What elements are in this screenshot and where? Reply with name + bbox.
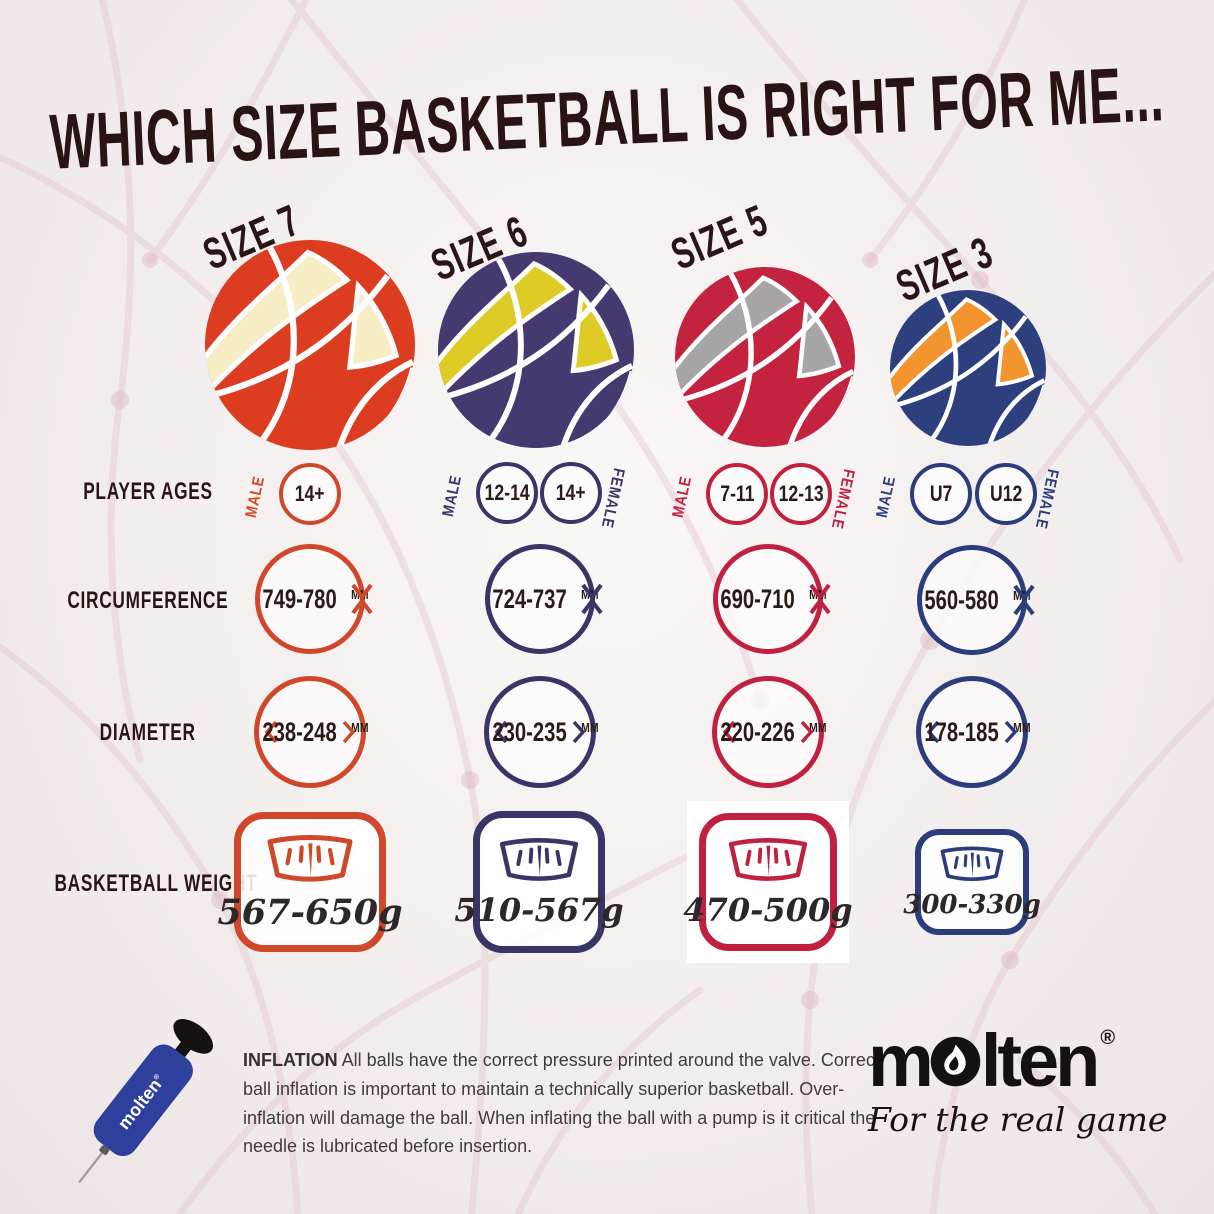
- row-label-circumference: CIRCUMFERENCE: [66, 587, 229, 614]
- flame-icon: [930, 1036, 981, 1087]
- row-label-diameter: DIAMETER: [99, 719, 196, 746]
- diameter-circle: 178-185 MM: [916, 676, 1030, 788]
- logo-text-right: lten: [980, 1019, 1101, 1102]
- scale-icon: [499, 838, 579, 881]
- logo-reg-mark: ®: [1100, 1027, 1116, 1049]
- basketball-size-3-icon: [890, 290, 1046, 446]
- age-circle: 14+: [540, 462, 602, 524]
- wrap-arrow-icon: [1013, 584, 1035, 616]
- logo-tagline: For the real game: [868, 1100, 1168, 1139]
- inflation-note: INFLATION All balls have the correct pre…: [243, 1046, 891, 1161]
- wrap-arrow-icon: [809, 583, 831, 615]
- diameter-circle: 230-235 MM: [484, 676, 598, 788]
- weight-value: 300-330g: [903, 890, 1041, 920]
- left-arrow-icon: [264, 720, 278, 744]
- age-circle: 12-14: [476, 462, 538, 524]
- diameter-circle: 220-226 MM: [712, 676, 826, 788]
- weight-box: 567-650g: [217, 812, 403, 952]
- weight-box: 470-500g: [683, 813, 853, 951]
- right-arrow-icon: [1004, 720, 1018, 744]
- right-arrow-icon: [342, 720, 356, 744]
- scale-icon: [267, 834, 353, 882]
- scale-icon: [940, 846, 1004, 882]
- inflation-heading: INFLATION: [243, 1050, 338, 1070]
- age-circle: 12-13: [770, 463, 832, 525]
- basketball-size-6-icon: [438, 252, 634, 448]
- logo-text-left: m: [868, 1019, 934, 1102]
- weight-value: 470-500g: [683, 891, 853, 929]
- weight-value: 510-567g: [454, 891, 624, 929]
- left-arrow-icon: [722, 720, 736, 744]
- row-label-weight: BASKETBALL WEIGHT: [54, 870, 258, 897]
- logo-wordmark: m lten ®: [868, 1024, 1167, 1098]
- weight-box: 510-567g: [454, 811, 624, 953]
- row-label-player-ages: PLAYER AGES: [82, 478, 213, 505]
- right-arrow-icon: [572, 720, 586, 744]
- left-arrow-icon: [926, 720, 940, 744]
- age-circle: 7-11: [706, 463, 768, 525]
- molten-logo: m lten ® For the real game: [868, 1024, 1168, 1140]
- wrap-arrow-icon: [581, 583, 603, 615]
- circumference-circle: 690-710 MM: [713, 544, 831, 654]
- age-circle: U12: [975, 463, 1037, 525]
- right-arrow-icon: [800, 720, 814, 744]
- left-arrow-icon: [494, 720, 508, 744]
- circumference-circle: 560-580 MM: [917, 545, 1035, 655]
- age-circle: 14+: [279, 463, 341, 525]
- circumference-circle: 749-780 MM: [255, 544, 373, 654]
- basketball-size-5-icon: [675, 267, 855, 447]
- diameter-circle: 238-248 MM: [254, 676, 368, 788]
- weight-box: 300-330g: [903, 829, 1041, 935]
- age-circle: U7: [910, 463, 972, 525]
- wrap-arrow-icon: [351, 583, 373, 615]
- scale-icon: [728, 838, 808, 881]
- inflation-text: All balls have the correct pressure prin…: [243, 1050, 880, 1157]
- pump-icon: molten®: [22, 981, 259, 1214]
- weight-value: 567-650g: [217, 891, 403, 933]
- circumference-circle: 724-737 MM: [485, 544, 603, 654]
